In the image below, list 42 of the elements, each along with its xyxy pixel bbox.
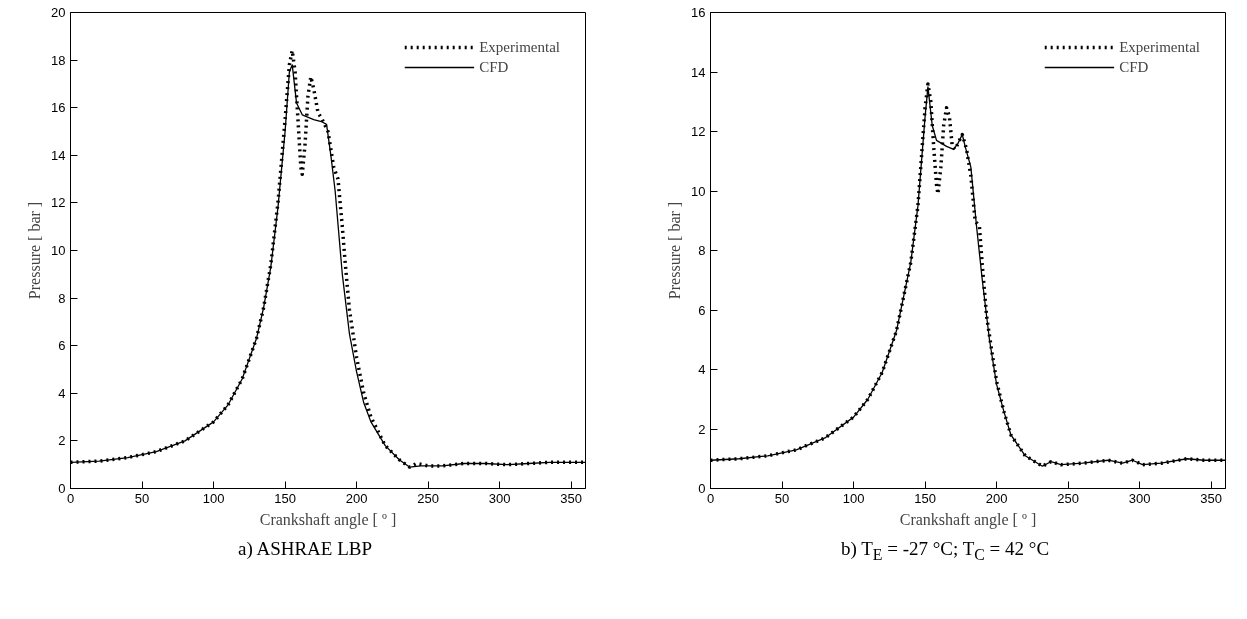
y-tick-label: 4 (698, 362, 706, 377)
y-tick-label: 2 (58, 433, 66, 449)
x-axis-title: Crankshaft angle [ º ] (899, 510, 1037, 529)
x-axis-title: Crankshaft angle [ º ] (259, 510, 397, 529)
x-tick-label: 150 (914, 490, 936, 506)
text: a) ASHRAE LBP (236, 537, 374, 561)
y-tick-label: 12 (51, 195, 66, 211)
x-tick-label: 250 (1057, 490, 1079, 506)
y-tick-label: 10 (51, 243, 66, 258)
x-tick-label: 50 (774, 490, 790, 506)
y-tick-label: 4 (58, 385, 66, 401)
legend-label: CFD (479, 58, 509, 76)
x-tick-label: 100 (842, 490, 865, 506)
y-tick-label: 2 (698, 421, 706, 437)
y-axis-title: Pressure [ bar ] (26, 201, 44, 300)
y-tick-label: 6 (698, 302, 706, 318)
y-tick-label: 6 (58, 338, 66, 354)
x-tick-label: 100 (202, 490, 225, 506)
x-tick-label: 250 (417, 490, 439, 506)
y-tick-label: 10 (691, 183, 706, 199)
legend-label: Experimental (479, 38, 560, 56)
y-tick-label: 8 (58, 290, 66, 306)
y-tick-label: 16 (691, 5, 706, 20)
x-tick-label: 300 (488, 490, 511, 506)
x-tick-label: 150 (274, 490, 296, 506)
legend-label: CFD (1119, 58, 1149, 76)
y-tick-label: 14 (691, 64, 706, 80)
x-tick-label: 200 (345, 490, 368, 506)
legend-label: Experimental (1119, 38, 1200, 56)
x-tick-label: 300 (1128, 490, 1151, 506)
y-axis-title: Pressure [ bar ] (666, 201, 684, 300)
x-tick-label: 50 (134, 490, 150, 506)
y-tick-label: 20 (51, 5, 66, 20)
y-tick-label: 16 (51, 100, 66, 116)
y-tick-label: 14 (51, 147, 66, 163)
x-tick-label: 350 (560, 490, 583, 506)
y-tick-label: 18 (51, 52, 66, 68)
x-tick-label: 200 (985, 490, 1008, 506)
x-tick-label: 350 (1200, 490, 1223, 506)
text: b) T$_{E}$ = -27 °C; T$_{C}$ = 42 °C (839, 537, 1051, 565)
y-tick-label: 12 (691, 124, 706, 139)
y-tick-label: 8 (698, 243, 706, 258)
